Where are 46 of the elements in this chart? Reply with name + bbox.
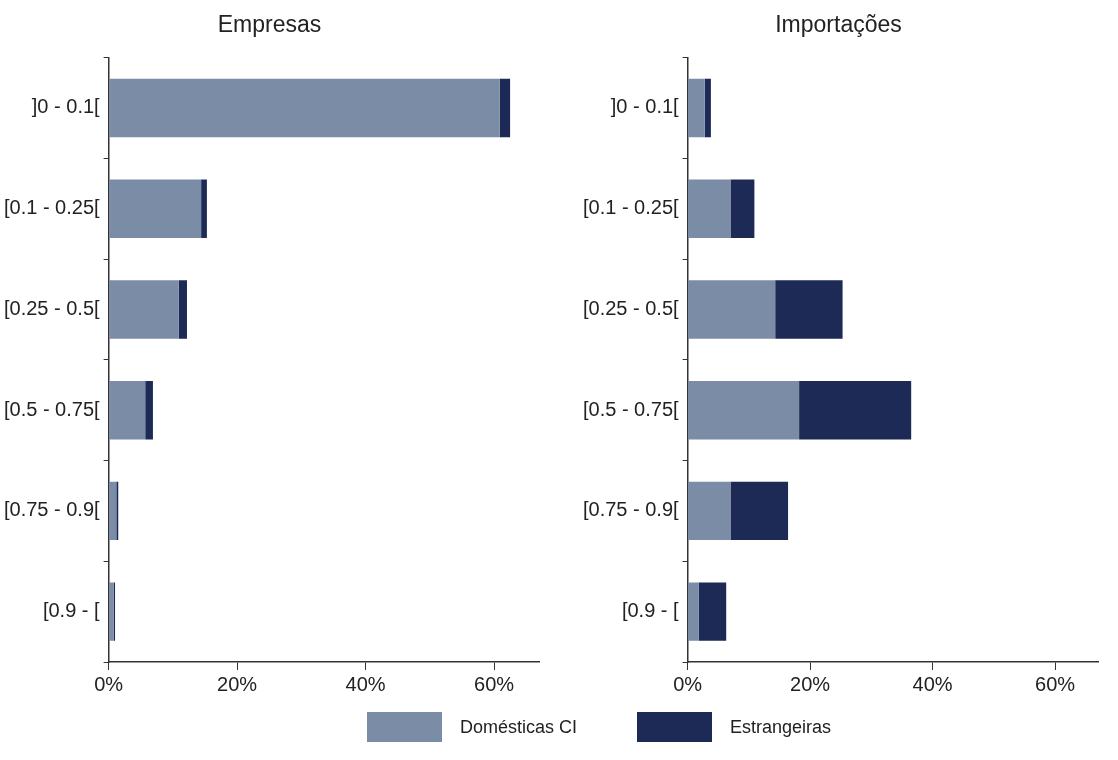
chart-title: Importações [775,11,902,38]
y-tick-label: [0.1 - 0.25[ [3,196,101,219]
bar [730,481,789,541]
bar [698,582,727,641]
legend-label: Estrangeiras [729,716,832,738]
y-tick-label: [0.25 - 0.5[ [3,296,101,319]
x-tick-label: 60% [1035,672,1076,695]
bar [109,280,179,339]
bar [688,280,776,339]
bar [145,380,153,440]
bar [178,280,187,339]
bar [109,380,146,440]
y-tick-label: [0.9 - [ [621,599,680,622]
y-tick-label: [0.25 - 0.5[ [582,296,680,319]
bar [109,481,117,541]
y-tick-label: [0.1 - 0.25[ [582,196,680,219]
legend-label: Domésticas CI [459,716,577,738]
y-tick-label: [0.9 - [ [42,599,101,622]
x-tick-label: 0% [94,672,124,695]
y-tick-label: ]0 - 0.1[ [31,95,101,118]
bar [775,280,843,339]
y-tick-label: ]0 - 0.1[ [610,95,680,118]
y-tick-label: [0.5 - 0.75[ [3,397,101,420]
x-tick-label: 20% [217,672,258,695]
bar [499,78,511,138]
x-tick-label: 20% [790,672,831,695]
y-tick-label: [0.75 - 0.9[ [3,498,101,521]
bar [688,481,731,541]
x-tick-label: 60% [474,672,515,695]
bar [201,179,207,238]
x-tick-label: 40% [912,672,953,695]
chart-title: Empresas [217,11,322,38]
bar [109,179,202,238]
bar [730,179,755,238]
bar [688,78,705,138]
y-tick-label: [0.5 - 0.75[ [582,397,680,420]
bar [688,582,699,641]
x-tick-label: 40% [345,672,386,695]
bar [109,78,500,138]
bar [799,380,912,440]
x-tick-label: 0% [673,672,703,695]
bar [109,582,114,641]
bar [704,78,711,138]
y-tick-label: [0.75 - 0.9[ [582,498,680,521]
bar [688,380,800,440]
bar [688,179,731,238]
